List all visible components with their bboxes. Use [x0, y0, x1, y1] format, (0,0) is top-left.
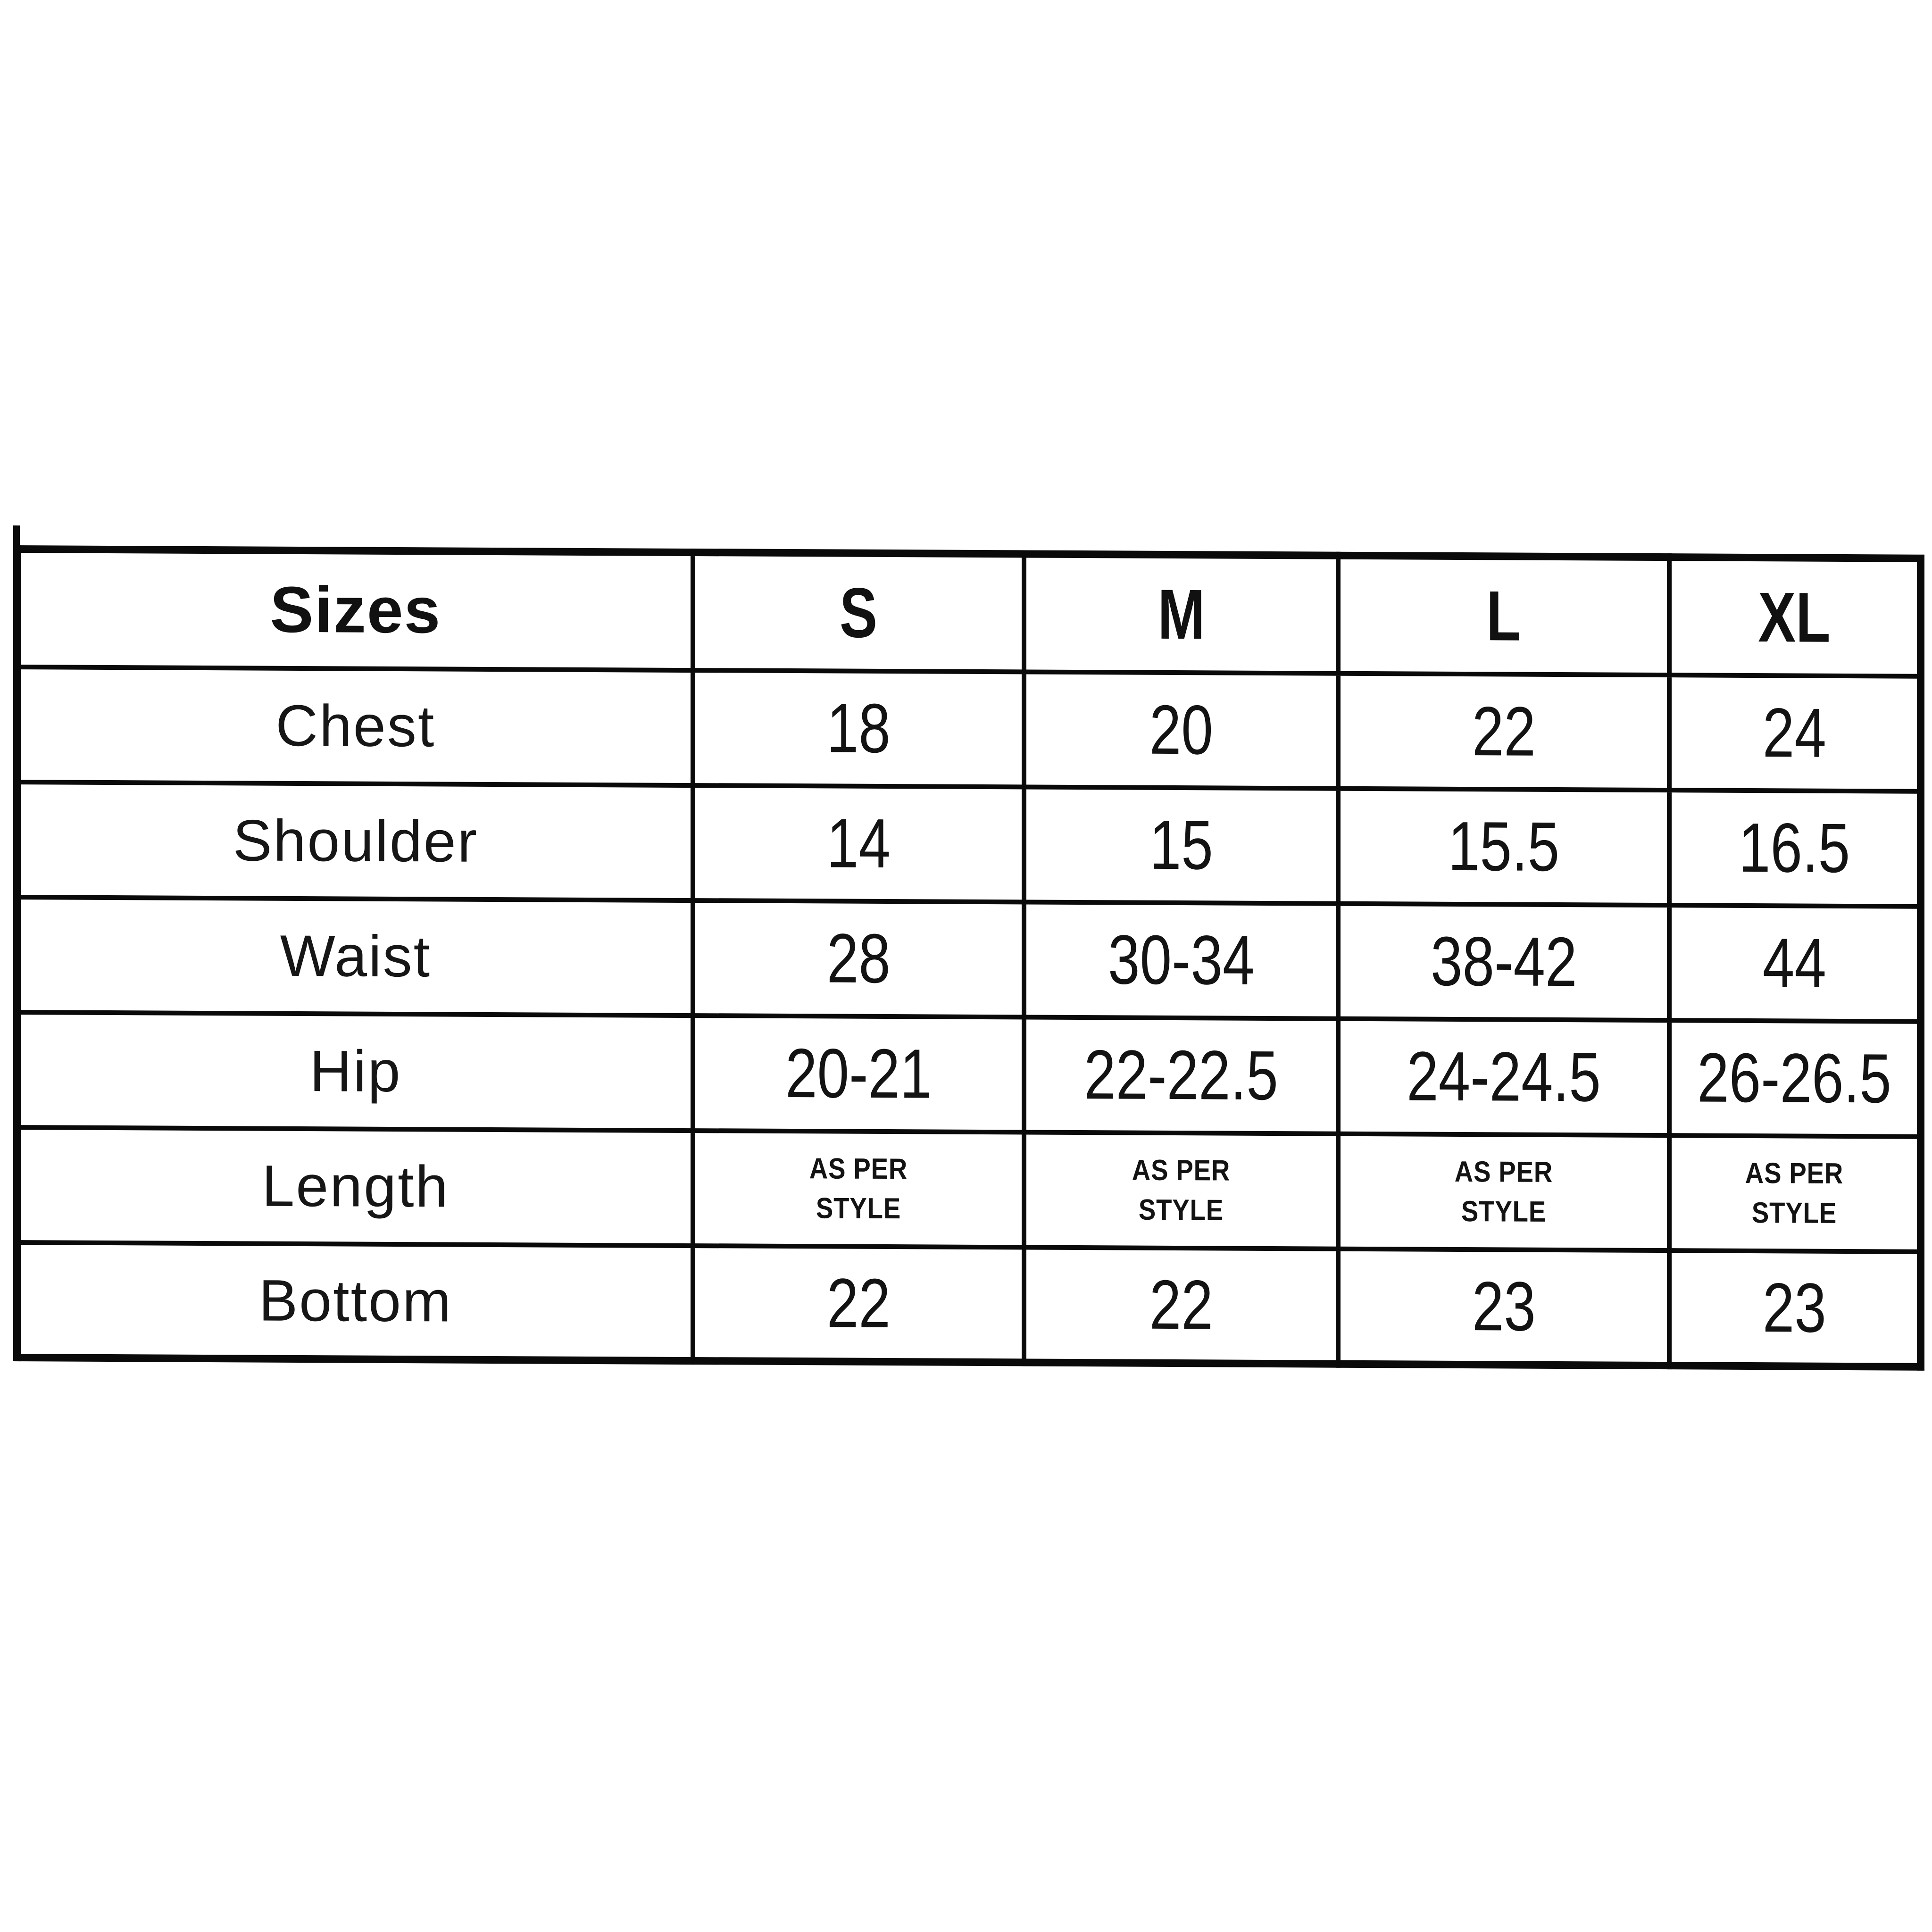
column-header-l: L — [1486, 576, 1521, 656]
table-cell: 28 — [692, 900, 1024, 1017]
table-cell: 15.5 — [1338, 788, 1670, 906]
sizes-header-label: Sizes — [270, 573, 441, 647]
cell-value: 20-21 — [785, 1034, 932, 1113]
table-cell: 16.5 — [1669, 790, 1921, 907]
table-cell: 30-34 — [1024, 902, 1338, 1019]
table-cell: Shoulder — [17, 782, 693, 901]
row-label-waist: Waist — [280, 923, 432, 990]
row-label-chest: Chest — [275, 693, 436, 759]
cell-value: AS PER STYLE — [809, 1152, 908, 1225]
table-cell-col-xl: XL — [1669, 557, 1921, 676]
table-cell: Bottom — [17, 1242, 693, 1361]
table-cell: 20-21 — [692, 1016, 1024, 1133]
table-cell: 22 — [1338, 673, 1670, 791]
table-row-hip: Hip 20-21 22-22.5 24-24.5 26-26.5 — [17, 1012, 1921, 1137]
table-cell: 22 — [1024, 1247, 1338, 1364]
table-corner-overhang — [13, 525, 20, 550]
table-cell: 23 — [1669, 1250, 1921, 1367]
cell-value: 38-42 — [1430, 922, 1577, 1001]
table-cell: 44 — [1669, 905, 1921, 1022]
table-cell: AS PER STYLE — [1669, 1135, 1921, 1252]
table-row-chest: Chest 18 20 22 24 — [17, 667, 1921, 791]
cell-value: 23 — [1472, 1267, 1536, 1346]
table-cell: 22 — [692, 1246, 1024, 1363]
table-cell-col-s: S — [692, 552, 1024, 672]
table-cell: Hip — [17, 1012, 693, 1131]
cell-value: 24-24.5 — [1407, 1037, 1601, 1116]
column-header-m: M — [1158, 574, 1205, 654]
table-cell: 18 — [692, 670, 1024, 787]
table-cell: 22-22.5 — [1024, 1017, 1338, 1134]
table-row-length: Length AS PER STYLE AS PER STYLE AS PER … — [17, 1127, 1921, 1252]
table-cell: AS PER STYLE — [1024, 1132, 1338, 1249]
table-cell: 14 — [692, 785, 1024, 902]
table-cell: 23 — [1338, 1249, 1670, 1366]
table-cell: 38-42 — [1338, 903, 1670, 1021]
table-cell: AS PER STYLE — [692, 1131, 1024, 1248]
row-label-length: Length — [262, 1153, 450, 1220]
table-cell: Chest — [17, 667, 693, 786]
cell-value: 28 — [826, 919, 891, 998]
table-cell: 24 — [1669, 675, 1921, 791]
table-cell: 20 — [1024, 672, 1338, 789]
cell-value: 15 — [1149, 806, 1213, 884]
cell-value: 23 — [1762, 1268, 1826, 1347]
table-row-shoulder: Shoulder 14 15 15.5 16.5 — [17, 782, 1921, 907]
table-cell: 24-24.5 — [1338, 1018, 1670, 1136]
cell-value: AS PER STYLE — [1454, 1156, 1553, 1228]
column-header-s: S — [839, 573, 877, 652]
cell-value: 22 — [1472, 692, 1536, 771]
cell-value: 24 — [1762, 694, 1826, 772]
table-header-row: Sizes S M L XL — [17, 549, 1921, 676]
cell-value: 26-26.5 — [1697, 1039, 1891, 1118]
cell-value: 22 — [1149, 1266, 1213, 1344]
table-cell-col-m: M — [1024, 554, 1338, 674]
row-label-bottom: Bottom — [258, 1268, 453, 1334]
table-cell-sizes-header: Sizes — [17, 549, 693, 671]
cell-value: AS PER STYLE — [1132, 1154, 1231, 1227]
cell-value: 44 — [1762, 924, 1826, 1002]
size-chart-table: Sizes S M L XL Chest 18 20 22 24 Shoulde… — [13, 545, 1924, 1371]
table-row-waist: Waist 28 30-34 38-42 44 — [17, 897, 1921, 1022]
cell-value: 15.5 — [1448, 807, 1560, 886]
cell-value: 16.5 — [1739, 808, 1850, 888]
table-cell: AS PER STYLE — [1338, 1133, 1670, 1251]
row-label-shoulder: Shoulder — [233, 808, 479, 874]
cell-value: 20 — [1149, 691, 1213, 769]
table-cell: Waist — [17, 897, 693, 1016]
size-chart: Sizes S M L XL Chest 18 20 22 24 Shoulde… — [13, 525, 1924, 1371]
cell-value: 18 — [826, 689, 891, 768]
row-label-hip: Hip — [309, 1039, 402, 1105]
cell-value: 22-22.5 — [1084, 1036, 1278, 1115]
cell-value: 22 — [826, 1264, 891, 1342]
cell-value: 30-34 — [1108, 921, 1255, 999]
table-cell: Length — [17, 1127, 693, 1246]
cell-value: AS PER STYLE — [1745, 1157, 1844, 1230]
table-cell-col-l: L — [1338, 555, 1670, 675]
cell-value: 14 — [826, 804, 891, 883]
table-row-bottom: Bottom 22 22 23 23 — [17, 1242, 1921, 1367]
table-cell: 26-26.5 — [1669, 1020, 1921, 1137]
column-header-xl: XL — [1758, 577, 1831, 657]
table-cell: 15 — [1024, 787, 1338, 904]
